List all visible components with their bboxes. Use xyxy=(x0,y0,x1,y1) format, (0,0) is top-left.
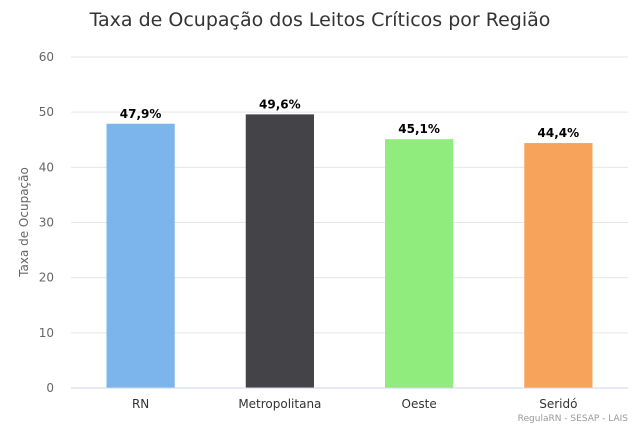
y-axis-label: Taxa de Ocupação xyxy=(17,167,31,278)
bar-2 xyxy=(385,139,454,388)
y-tick-label: 60 xyxy=(39,50,54,64)
bars xyxy=(106,114,593,389)
x-tick-label: Metropolitana xyxy=(238,397,321,411)
y-tick-label: 30 xyxy=(39,216,54,230)
data-label: 47,9% xyxy=(120,107,162,121)
data-label: 44,4% xyxy=(538,126,580,140)
chart-title: Taxa de Ocupação dos Leitos Críticos por… xyxy=(89,9,551,31)
y-axis-ticks: 0 10 20 30 40 50 60 xyxy=(39,50,54,395)
y-tick-label: 0 xyxy=(46,381,54,395)
y-tick-label: 40 xyxy=(39,160,54,174)
bar-3 xyxy=(524,143,593,388)
y-tick-label: 50 xyxy=(39,105,54,119)
y-tick-label: 10 xyxy=(39,326,54,340)
data-labels: 47,9% 49,6% 45,1% 44,4% xyxy=(120,97,579,140)
bar-0 xyxy=(106,123,175,389)
bar-1 xyxy=(245,114,314,388)
x-tick-label: Oeste xyxy=(402,397,437,411)
data-label: 49,6% xyxy=(259,97,301,111)
x-tick-label: Seridó xyxy=(539,397,577,411)
credit-text: RegulaRN - SESAP - LAIS xyxy=(518,414,629,424)
data-label: 45,1% xyxy=(398,122,440,136)
x-axis-ticks: RN Metropolitana Oeste Seridó xyxy=(132,397,578,411)
y-tick-label: 20 xyxy=(39,271,54,285)
x-tick-label: RN xyxy=(132,397,149,411)
